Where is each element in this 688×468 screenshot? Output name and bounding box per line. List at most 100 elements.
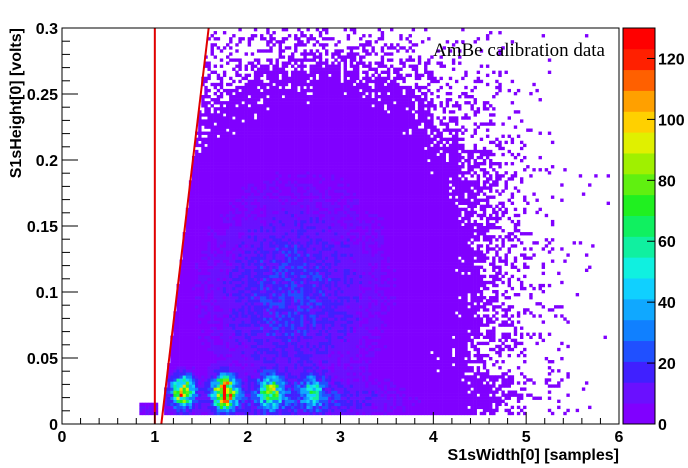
histogram-cell	[191, 311, 196, 315]
histogram-cell	[201, 213, 205, 218]
histogram-cell	[269, 186, 273, 190]
histogram-cell	[253, 137, 258, 142]
histogram-cell	[281, 143, 286, 148]
histogram-cell	[185, 232, 190, 236]
histogram-cell	[247, 143, 252, 148]
histogram-cell	[287, 207, 292, 212]
histogram-cell	[290, 183, 295, 187]
histogram-cell	[306, 274, 310, 279]
histogram-cell	[219, 344, 224, 349]
histogram-cell	[263, 95, 267, 99]
histogram-cell	[173, 347, 177, 352]
histogram-cell	[201, 408, 205, 413]
histogram-cell	[303, 308, 307, 312]
histogram-cell	[315, 274, 320, 279]
histogram-cell	[238, 271, 242, 276]
histogram-cell	[232, 137, 236, 142]
histogram-cell	[229, 244, 233, 248]
histogram-cell	[222, 335, 227, 340]
histogram-cell	[185, 226, 190, 230]
histogram-cell	[191, 323, 196, 327]
histogram-cell	[191, 280, 196, 285]
histogram-cell	[232, 326, 236, 330]
histogram-cell	[244, 216, 248, 221]
histogram-cell	[235, 168, 239, 172]
histogram-cell	[263, 396, 267, 400]
histogram-cell	[297, 241, 301, 245]
histogram-cell	[303, 360, 307, 364]
histogram-cell	[173, 381, 177, 385]
histogram-cell	[256, 155, 261, 160]
histogram-cell	[260, 140, 264, 145]
histogram-cell	[241, 195, 245, 199]
histogram-cell	[303, 174, 307, 178]
histogram-cell	[213, 119, 218, 123]
histogram-cell	[176, 302, 180, 306]
histogram-cell	[287, 226, 292, 230]
histogram-cell	[195, 341, 199, 346]
histogram-cell	[309, 323, 313, 327]
histogram-cell	[226, 82, 230, 87]
histogram-cell	[247, 265, 252, 269]
histogram-cell	[256, 262, 261, 266]
histogram-cell	[294, 344, 298, 349]
histogram-cell	[297, 119, 301, 123]
histogram-cell	[272, 363, 276, 367]
histogram-cell	[253, 201, 258, 205]
histogram-cell	[139, 411, 143, 416]
histogram-cell	[306, 293, 310, 297]
histogram-cell	[275, 91, 279, 96]
histogram-cell	[278, 235, 282, 239]
histogram-cell	[306, 76, 310, 81]
histogram-cell	[210, 128, 214, 132]
histogram-cell	[272, 274, 276, 279]
histogram-cell	[269, 356, 273, 361]
histogram-cell	[170, 378, 174, 382]
histogram-cell	[272, 158, 276, 163]
histogram-cell	[232, 274, 236, 279]
histogram-cell	[290, 235, 295, 239]
histogram-cell	[256, 76, 261, 81]
histogram-cell	[309, 396, 313, 400]
histogram-cell	[303, 134, 307, 138]
histogram-cell	[176, 296, 180, 300]
histogram-cell	[269, 95, 273, 99]
histogram-cell	[315, 189, 320, 193]
histogram-cell	[179, 302, 183, 306]
histogram-cell	[219, 335, 224, 340]
histogram-cell	[253, 226, 258, 230]
histogram-cell	[297, 293, 301, 297]
histogram-cell	[315, 356, 320, 361]
histogram-cell	[294, 238, 298, 242]
histogram-cell	[232, 296, 236, 300]
histogram-cell	[275, 378, 279, 382]
histogram-cell	[247, 268, 252, 272]
histogram-cell	[219, 107, 224, 111]
histogram-cell	[238, 305, 242, 309]
histogram-cell	[266, 381, 270, 385]
histogram-cell	[260, 110, 264, 114]
histogram-cell	[253, 308, 258, 312]
histogram-cell	[201, 311, 205, 315]
histogram-cell	[232, 58, 236, 62]
histogram-cell	[287, 299, 292, 303]
histogram-cell	[241, 402, 245, 407]
histogram-cell	[281, 207, 286, 212]
histogram-cell	[253, 369, 258, 373]
histogram-cell	[235, 95, 239, 99]
histogram-cell	[260, 104, 264, 108]
histogram-cell	[306, 338, 310, 343]
histogram-cell	[188, 201, 193, 205]
histogram-cell	[306, 402, 310, 407]
histogram-cell	[300, 299, 304, 303]
histogram-cell	[275, 402, 279, 407]
histogram-cell	[188, 308, 193, 312]
histogram-cell	[253, 350, 258, 355]
histogram-cell	[195, 265, 199, 269]
histogram-cell	[306, 353, 310, 358]
histogram-cell	[191, 390, 196, 394]
histogram-cell	[247, 363, 252, 367]
histogram-cell	[250, 350, 255, 355]
histogram-cell	[290, 369, 295, 373]
histogram-cell	[269, 360, 273, 364]
